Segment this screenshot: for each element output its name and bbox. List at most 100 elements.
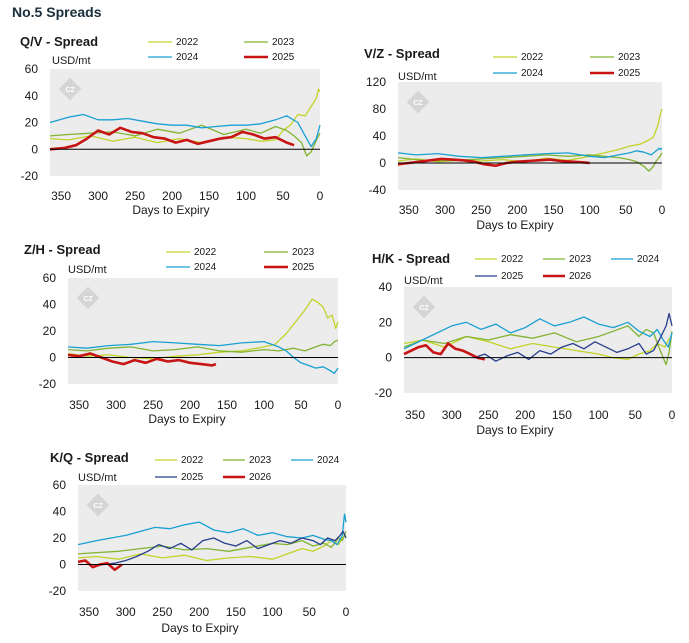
zh-legend-label-2022: 2022 (194, 247, 217, 258)
vz-y-tick-label: 0 (379, 156, 386, 170)
kq-y-tick-label: 40 (53, 505, 67, 519)
qv-chart-title: Q/V - Spread (20, 34, 98, 49)
qv-legend-label-2024: 2024 (176, 52, 199, 63)
kq-x-axis-title: Days to Expiry (161, 621, 238, 635)
hk-series-line-2026 (403, 342, 486, 361)
vz-legend-label-2024: 2024 (521, 68, 544, 79)
svg-text:CZ: CZ (93, 503, 103, 510)
zh-series-line-2023 (67, 339, 339, 353)
kq-series-line-2023 (77, 531, 347, 555)
svg-text:CZ: CZ (65, 87, 75, 94)
vz-x-tick-label: 50 (619, 203, 633, 217)
kq-y-tick-label: -20 (49, 584, 67, 598)
page-title: No.5 Spreads (12, 4, 102, 20)
hk-y-tick-label: 40 (379, 280, 393, 294)
vz-x-tick-label: 150 (543, 203, 563, 217)
qv-legend-label-2022: 2022 (176, 37, 199, 48)
vz-plot-area (398, 82, 662, 190)
zh-x-tick-label: 0 (335, 398, 342, 412)
hk-legend-label-2024: 2024 (637, 254, 660, 265)
hk-series-line-2025 (473, 312, 673, 362)
qv-series-line-2025 (49, 126, 295, 151)
hk-legend-label-2023: 2023 (569, 254, 592, 265)
kq-chart-title: K/Q - Spread (50, 450, 129, 465)
hk-series-line-2024 (403, 316, 673, 350)
zh-x-tick-label: 100 (254, 398, 274, 412)
hk-legend-label-2026: 2026 (569, 271, 592, 282)
zh-legend-label-2025: 2025 (292, 262, 315, 273)
vz-x-tick-label: 350 (399, 203, 419, 217)
hk-unit-label: USD/mt (404, 275, 443, 287)
qv-x-tick-label: 300 (88, 189, 108, 203)
kq-y-tick-label: 60 (53, 478, 67, 492)
hk-chart-title: H/K - Spread (372, 251, 450, 266)
kq-x-tick-label: 100 (263, 605, 283, 619)
zh-series-line-2025 (67, 352, 217, 367)
kq-unit-label: USD/mt (78, 472, 117, 484)
vz-legend-label-2025: 2025 (618, 68, 641, 79)
qv-legend-label-2023: 2023 (272, 37, 295, 48)
kq-x-tick-label: 200 (189, 605, 209, 619)
qv-y-tick-label: -20 (21, 169, 39, 183)
zh-x-tick-label: 250 (143, 398, 163, 412)
kq-x-tick-label: 350 (79, 605, 99, 619)
zh-y-tick-label: 40 (43, 298, 57, 312)
qv-plot-area (50, 69, 320, 176)
zh-cz-logo-icon: CZ (76, 286, 100, 310)
kq-y-tick-label: 0 (59, 558, 66, 572)
hk-y-tick-label: 0 (385, 351, 392, 365)
qv-x-tick-label: 250 (125, 189, 145, 203)
qv-unit-label: USD/mt (52, 55, 91, 67)
qv-series-line-2024 (49, 113, 321, 148)
qv-x-tick-label: 50 (276, 189, 290, 203)
svg-text:CZ: CZ (419, 305, 429, 312)
qv-y-tick-label: 0 (31, 142, 38, 156)
zh-plot-area (68, 278, 338, 384)
vz-legend-label-2023: 2023 (618, 52, 641, 63)
vz-series-line-2025 (397, 157, 590, 167)
zh-y-tick-label: 0 (49, 351, 56, 365)
zh-x-tick-label: 300 (106, 398, 126, 412)
qv-series-line-2023 (49, 124, 321, 157)
zh-legend-label-2023: 2023 (292, 247, 315, 258)
qv-x-tick-label: 150 (199, 189, 219, 203)
kq-legend-label-2024: 2024 (317, 455, 340, 466)
vz-series-line-2024 (397, 147, 663, 159)
kq-legend-label-2022: 2022 (181, 455, 204, 466)
svg-text:CZ: CZ (413, 100, 423, 107)
kq-series-line-2024 (77, 513, 347, 546)
kq-y-tick-label: 20 (53, 531, 67, 545)
zh-series-line-2024 (67, 340, 339, 375)
vz-x-tick-label: 300 (435, 203, 455, 217)
vz-x-tick-label: 100 (580, 203, 600, 217)
hk-y-tick-label: -20 (375, 386, 393, 400)
zh-series-line-2022 (67, 298, 339, 360)
hk-x-tick-label: 100 (589, 408, 609, 422)
vz-y-tick-label: -40 (369, 183, 387, 197)
zh-chart-title: Z/H - Spread (24, 242, 101, 257)
vz-x-tick-label: 200 (507, 203, 527, 217)
vz-unit-label: USD/mt (398, 71, 437, 83)
kq-legend-label-2026: 2026 (249, 472, 272, 483)
qv-series-line-2022 (49, 88, 321, 144)
qv-x-tick-label: 350 (51, 189, 71, 203)
qv-y-tick-label: 40 (25, 89, 39, 103)
hk-x-tick-label: 350 (405, 408, 425, 422)
hk-series-line-2023 (403, 325, 673, 366)
qv-y-tick-label: 20 (25, 116, 39, 130)
qv-legend-label-2025: 2025 (272, 52, 295, 63)
zh-y-tick-label: 20 (43, 324, 57, 338)
zh-x-tick-label: 50 (294, 398, 308, 412)
zh-y-tick-label: 60 (43, 271, 57, 285)
zh-x-tick-label: 350 (69, 398, 89, 412)
svg-text:CZ: CZ (83, 296, 93, 303)
kq-legend-label-2023: 2023 (249, 455, 272, 466)
zh-x-tick-label: 150 (217, 398, 237, 412)
kq-x-tick-label: 250 (152, 605, 172, 619)
hk-x-axis-title: Days to Expiry (476, 423, 553, 437)
zh-x-tick-label: 200 (180, 398, 200, 412)
qv-x-tick-label: 200 (162, 189, 182, 203)
